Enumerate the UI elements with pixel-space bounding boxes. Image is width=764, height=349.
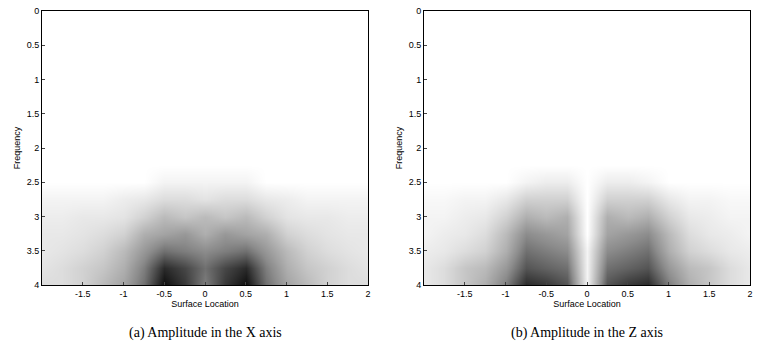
svg-text:1.5: 1.5 — [321, 289, 334, 299]
svg-text:2: 2 — [747, 289, 752, 299]
svg-text:0: 0 — [34, 6, 39, 16]
svg-text:1.5: 1.5 — [703, 289, 716, 299]
svg-text:2: 2 — [365, 289, 370, 299]
svg-text:3.5: 3.5 — [409, 246, 422, 256]
svg-text:Surface Location: Surface Location — [171, 299, 239, 309]
svg-text:3: 3 — [416, 212, 421, 222]
svg-text:-1: -1 — [501, 289, 509, 299]
svg-text:1: 1 — [284, 289, 289, 299]
svg-text:Frequency: Frequency — [12, 126, 22, 169]
svg-text:2: 2 — [416, 143, 421, 153]
svg-text:(a) Amplitude in the X axis: (a) Amplitude in the X axis — [129, 325, 282, 341]
svg-text:0: 0 — [584, 289, 589, 299]
svg-text:0.5: 0.5 — [239, 289, 252, 299]
svg-text:Surface Location: Surface Location — [553, 299, 621, 309]
svg-text:1: 1 — [416, 75, 421, 85]
svg-text:4: 4 — [416, 280, 421, 290]
svg-text:-1: -1 — [119, 289, 127, 299]
svg-text:2.5: 2.5 — [409, 177, 422, 187]
svg-text:1: 1 — [34, 75, 39, 85]
svg-text:2.5: 2.5 — [27, 177, 40, 187]
svg-text:3.5: 3.5 — [27, 246, 40, 256]
svg-text:1.5: 1.5 — [27, 109, 40, 119]
svg-text:2: 2 — [34, 143, 39, 153]
svg-text:1.5: 1.5 — [409, 109, 422, 119]
svg-text:3: 3 — [34, 212, 39, 222]
svg-text:Frequency: Frequency — [394, 126, 404, 169]
svg-text:-1.5: -1.5 — [75, 289, 91, 299]
svg-text:0.5: 0.5 — [27, 40, 40, 50]
svg-text:-0.5: -0.5 — [156, 289, 172, 299]
svg-text:4: 4 — [34, 280, 39, 290]
svg-text:-1.5: -1.5 — [457, 289, 473, 299]
svg-text:0.5: 0.5 — [621, 289, 634, 299]
svg-text:1: 1 — [666, 289, 671, 299]
svg-text:-0.5: -0.5 — [538, 289, 554, 299]
svg-text:(b) Amplitude in the Z axis: (b) Amplitude in the Z axis — [511, 325, 663, 341]
svg-text:0: 0 — [202, 289, 207, 299]
svg-text:0: 0 — [416, 6, 421, 16]
svg-text:0.5: 0.5 — [409, 40, 422, 50]
